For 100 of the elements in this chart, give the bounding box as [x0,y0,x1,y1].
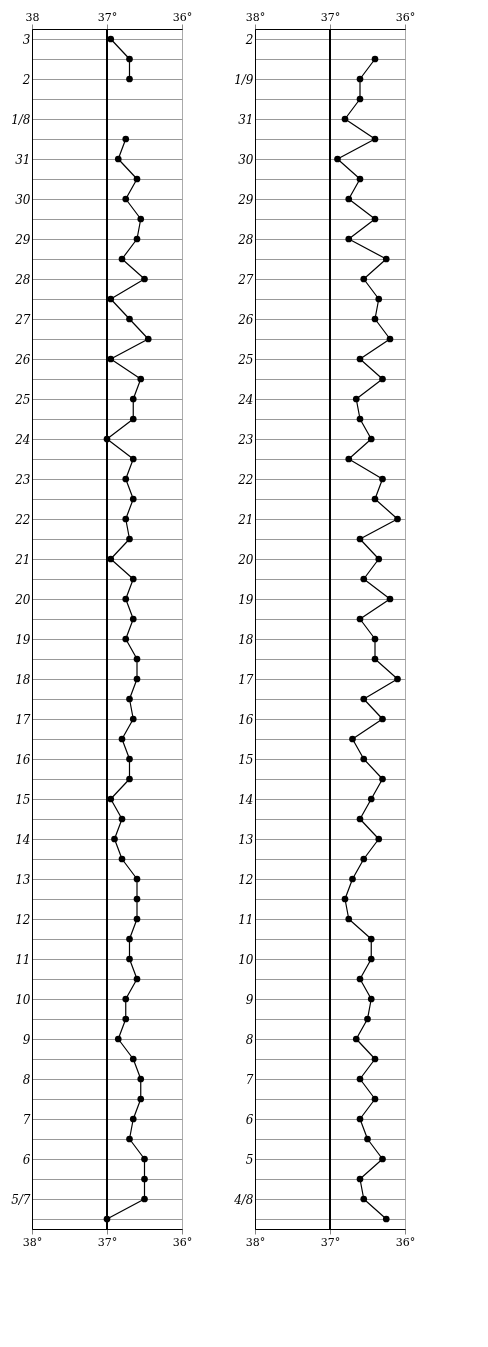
y-tick-label: 26 [14,352,31,367]
y-tick-label: 16 [238,712,254,727]
y-tick-label: 15 [238,752,254,767]
x-tick-label: 36° [172,1235,193,1249]
y-tick-label: 4/8 [233,1192,254,1207]
point [122,515,130,523]
point [133,175,141,183]
point [126,755,133,763]
point [345,455,353,463]
y-tick-label: 6 [245,1112,254,1127]
point [364,1135,371,1143]
point [371,635,379,643]
y-tick-label: 26 [237,312,254,327]
y-tick-label: 1/9 [234,72,254,87]
point [126,55,133,63]
y-tick-label: 14 [15,832,31,847]
point [375,555,383,563]
point [382,1215,390,1223]
x2-tick-label: 38° [245,10,266,24]
y-tick-label: 9 [22,1032,31,1047]
y-tick-label: 22 [237,472,254,487]
point [360,755,368,763]
y-tick-label: 30 [15,192,31,207]
y-tick-label: 19 [238,592,254,607]
y-tick-label: 23 [237,432,254,447]
y-tick-label: 25 [14,392,31,407]
point [360,855,368,863]
point [356,95,364,103]
y-tick-label: 17 [238,672,254,687]
point [133,675,141,683]
x-tick-label: 38° [245,1235,266,1249]
point [371,655,379,663]
x2-tick-label: 37° [97,10,118,24]
point [371,1055,379,1063]
y-tick-label: 5/7 [11,1192,31,1207]
point [345,235,353,243]
point [126,695,133,703]
point [122,135,130,143]
point [371,215,379,223]
y-tick-label: 13 [15,872,31,887]
point [118,815,126,823]
y-tick-label: 30 [238,152,254,167]
y-tick-label: 24 [14,432,31,447]
y-tick-label: 6 [22,1152,31,1167]
point [126,535,133,543]
y-tick-label: 2 [21,72,31,87]
point [360,1195,368,1203]
point [360,575,368,583]
y-tick-label: 8 [22,1072,31,1087]
point [345,915,353,923]
point [356,415,364,423]
point [122,635,130,643]
point [375,295,383,303]
y-tick-label: 7 [22,1112,31,1127]
point [356,1115,364,1123]
point [129,715,137,723]
y-tick-label: 17 [15,712,31,727]
point [371,135,379,143]
y-tick-label: 15 [15,792,31,807]
y-tick-label: 9 [245,992,254,1007]
point [122,995,130,1003]
point [371,1095,379,1103]
y-tick-label: 29 [237,192,254,207]
y-tick-label: 14 [238,792,254,807]
point [129,615,137,623]
point [126,75,133,83]
point [133,875,141,883]
y-tick-label: 20 [237,552,254,567]
point [364,1015,371,1023]
point [379,475,386,483]
point [133,975,141,983]
y-tick-label: 31 [238,112,254,127]
point [394,515,401,523]
y-tick-label: 19 [15,632,31,647]
point [379,715,386,723]
point [129,455,137,463]
y-tick-label: 18 [15,672,31,687]
x-tick-label: 37° [97,1235,118,1249]
x2-tick-label: 38 [25,10,40,24]
y-tick-label: 31 [15,152,31,167]
point [137,1095,145,1103]
point [341,115,349,123]
point [349,875,356,883]
point [129,575,137,583]
point [356,75,364,83]
point [356,815,364,823]
x2-tick-label: 37° [320,10,341,24]
point [107,555,115,563]
point [133,655,141,663]
point [122,195,130,203]
point [133,915,141,923]
point [334,155,341,163]
x2-tick-label: 36° [395,10,416,24]
y-tick-label: 21 [237,512,254,527]
y-tick-label: 10 [238,952,254,967]
point [352,395,360,403]
y-tick-label: 10 [15,992,31,1007]
point [107,355,115,363]
point [141,1175,148,1183]
point [126,315,133,323]
